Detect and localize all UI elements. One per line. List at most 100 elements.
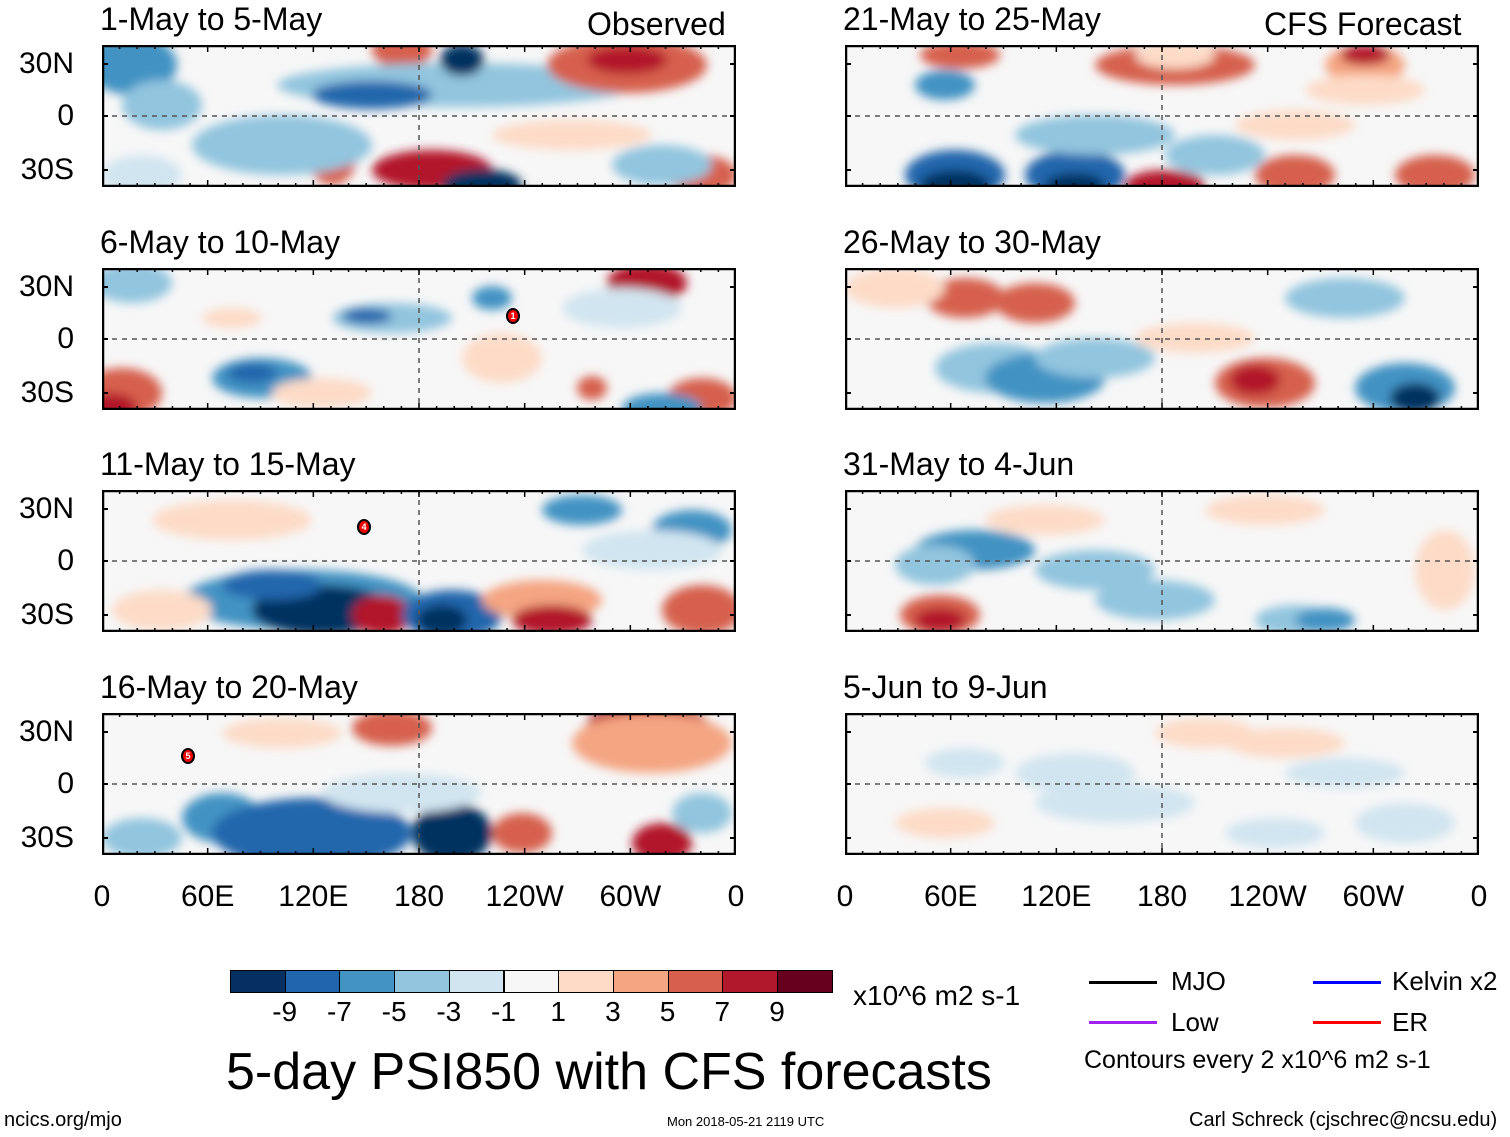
lon-label: 120W: [485, 880, 564, 913]
contour-note: Contours every 2 x10^6 m2 s-1: [1084, 1046, 1431, 1074]
colorbar-label: 5: [659, 996, 676, 1027]
anomaly-region: [222, 718, 342, 748]
anomaly-region: [612, 145, 712, 185]
lat-label: 30S: [20, 376, 74, 409]
map-panel: [845, 268, 1479, 410]
anomaly-region: [372, 45, 432, 68]
panel-frame: [102, 490, 736, 632]
anomaly-region: [587, 46, 667, 74]
anomaly-region: [122, 80, 202, 130]
main-title: 5-day PSI850 with CFS forecasts: [226, 1043, 992, 1101]
panel-title: 11-May to 15-May: [100, 446, 356, 482]
legend-er-label: ER: [1392, 1007, 1429, 1037]
map-panel: [845, 490, 1479, 632]
anomaly-region: [577, 376, 607, 400]
anomaly-region: [227, 363, 277, 383]
anomaly-region: [562, 288, 682, 328]
anomaly-region: [352, 713, 432, 746]
lon-label: 120E: [278, 880, 349, 913]
panel-frame: [102, 268, 736, 410]
anomaly-region: [272, 378, 372, 408]
footer-timestamp: Mon 2018-05-21 2119 UTC: [667, 1114, 825, 1129]
legend-low-line: [1089, 1021, 1157, 1024]
cyclone-marker: 4: [357, 519, 371, 535]
lat-label: 30N: [18, 47, 74, 80]
anomaly-region: [572, 713, 732, 773]
anomaly-region: [995, 283, 1075, 323]
colorbar-swatch: [722, 970, 778, 993]
panel-title: 31-May to 4-Jun: [843, 446, 1075, 482]
colorbar-swatch: [230, 970, 286, 993]
anomaly-region: [1045, 173, 1105, 187]
anomaly-region: [440, 45, 484, 76]
anomaly-region: [492, 813, 552, 853]
legend-mjo-label: MJO: [1171, 966, 1226, 996]
anomaly-region: [1035, 338, 1155, 378]
panel-frame: [845, 268, 1479, 410]
colorbar-swatch: [558, 970, 614, 993]
anomaly-region: [417, 605, 467, 632]
anomaly-region: [1125, 170, 1205, 187]
legend-mjo-line: [1089, 981, 1157, 984]
panel-title: 5-Jun to 9-Jun: [843, 669, 1048, 705]
anomaly-region: [915, 70, 975, 100]
colorbar-units: x10^6 m2 s-1: [853, 980, 1021, 1011]
anomaly-region: [1095, 580, 1215, 620]
colorbar-swatch: [339, 970, 396, 993]
lat-label: 0: [57, 544, 74, 577]
colorbar-swatch: [394, 970, 450, 993]
footer-author: Carl Schreck (cjschrec@ncsu.edu): [1189, 1109, 1498, 1131]
anomaly-region: [512, 605, 592, 632]
lon-label: 0: [93, 880, 111, 913]
panel-title: 26-May to 30-May: [843, 224, 1101, 260]
colorbar-label: 7: [714, 996, 731, 1027]
lon-label: 180: [393, 880, 445, 913]
anomaly-region: [920, 45, 1000, 69]
anomaly-region: [925, 748, 1005, 778]
map-panel: 1: [102, 268, 736, 410]
cyclone-marker: 5: [181, 748, 195, 764]
anomaly-region: [1285, 278, 1405, 318]
anomaly-region: [1135, 323, 1255, 353]
anomaly-region: [895, 808, 995, 838]
panel-frame: [845, 45, 1479, 187]
anomaly-region: [920, 170, 990, 187]
anomaly-region: [1225, 818, 1325, 848]
lon-label: 0: [727, 880, 745, 913]
anomaly-region: [442, 169, 522, 187]
anomaly-region: [322, 773, 482, 813]
anomaly-region: [1415, 530, 1475, 610]
anomaly-region: [662, 585, 736, 632]
anomaly-region: [222, 570, 322, 600]
panel-frame: [102, 713, 736, 855]
panel-title: 1-May to 5-May: [100, 1, 323, 37]
anomaly-region: [1025, 150, 1125, 187]
anomaly-region: [352, 595, 412, 632]
colorbar-swatch: [448, 970, 505, 993]
lat-label: 30N: [18, 715, 74, 748]
anomaly-region: [102, 155, 182, 187]
anomaly-region: [1355, 803, 1455, 843]
anomaly-region: [1395, 155, 1475, 187]
colorbar-swatch: [503, 970, 560, 993]
legend-kelvin-line: [1313, 981, 1381, 984]
colorbar-swatch: [612, 970, 669, 993]
anomaly-region: [152, 500, 312, 540]
anomaly-region: [1340, 45, 1390, 65]
lon-label: 0: [1470, 880, 1488, 913]
observed-label: Observed: [587, 6, 726, 42]
anomaly-region: [312, 81, 432, 109]
map-panel: [845, 713, 1479, 855]
lat-label: 30N: [18, 270, 74, 303]
lon-label: 60E: [180, 880, 235, 913]
colorbar-label: -3: [436, 996, 462, 1027]
lat-label: 0: [57, 99, 74, 132]
map-panel: [845, 45, 1479, 187]
lon-label: 120W: [1228, 880, 1307, 913]
lat-label: 30N: [18, 492, 74, 525]
anomaly-region: [1135, 45, 1215, 69]
lat-label: 30S: [20, 153, 74, 186]
colorbar-swatch: [284, 970, 341, 993]
footer-site: ncics.org/mjo: [4, 1109, 122, 1131]
lon-label: 180: [1136, 880, 1188, 913]
